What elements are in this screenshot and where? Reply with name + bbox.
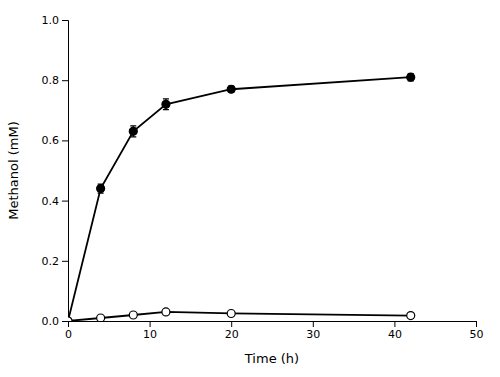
x-tick-mark xyxy=(313,321,314,327)
marker xyxy=(129,311,137,319)
error-bar xyxy=(408,74,414,81)
marker xyxy=(407,73,415,81)
chart: 0 10 20 30 40 50 0.0 0.2 0.4 0.6 0.8 1.0 Time (h) Met… xyxy=(0,0,500,377)
x-tick-label: 20 xyxy=(225,328,239,341)
x-tick: 50 xyxy=(470,321,484,341)
x-axis: 0 10 20 30 40 50 xyxy=(65,321,484,341)
y-tick-mark xyxy=(62,261,68,262)
series xyxy=(68,73,415,321)
x-tick-mark xyxy=(394,321,395,327)
error-bar xyxy=(163,99,169,110)
y-tick: 0.8 xyxy=(42,74,69,87)
x-tick-mark xyxy=(476,321,477,327)
line xyxy=(68,77,411,321)
marker xyxy=(227,309,235,317)
y-tick: 0.4 xyxy=(42,195,69,208)
x-tick: 30 xyxy=(306,321,320,341)
y-axis: 0.0 0.2 0.4 0.6 0.8 1.0 xyxy=(42,14,69,328)
marker xyxy=(227,85,235,93)
x-tick-label: 40 xyxy=(388,328,402,341)
data-marks xyxy=(68,73,415,321)
marker xyxy=(129,127,137,135)
x-tick-label: 0 xyxy=(65,328,72,341)
x-tick-mark xyxy=(231,321,232,327)
y-tick-label: 0.2 xyxy=(42,255,60,268)
marker xyxy=(68,317,72,321)
x-tick-label: 30 xyxy=(306,328,320,341)
series xyxy=(68,308,415,321)
marker xyxy=(97,185,105,193)
y-tick: 0.2 xyxy=(42,255,69,268)
y-tick-mark xyxy=(62,321,68,322)
x-tick: 20 xyxy=(225,321,239,341)
line xyxy=(68,312,411,321)
y-axis-line xyxy=(62,21,69,322)
y-tick: 1.0 xyxy=(42,14,69,27)
plot: 0 10 20 30 40 50 0.0 0.2 0.4 0.6 0.8 1.0 xyxy=(42,14,484,341)
marker xyxy=(407,312,415,320)
error-bar xyxy=(98,184,104,193)
error-bar xyxy=(130,126,136,137)
x-tick: 10 xyxy=(143,321,157,341)
y-tick: 0.6 xyxy=(42,134,69,147)
marker xyxy=(162,308,170,316)
y-axis-title: Methanol (mM) xyxy=(6,121,21,219)
y-tick-label: 0.4 xyxy=(42,195,60,208)
error-bar xyxy=(228,86,234,92)
x-tick-label: 10 xyxy=(143,328,157,341)
x-tick: 40 xyxy=(388,321,402,341)
x-axis-line xyxy=(69,322,477,328)
y-tick-mark xyxy=(62,20,68,21)
marker xyxy=(162,100,170,108)
x-tick-mark xyxy=(150,321,151,327)
marker xyxy=(97,314,105,321)
y-tick-label: 0.6 xyxy=(42,134,60,147)
y-tick-label: 1.0 xyxy=(42,14,60,27)
y-tick-mark xyxy=(62,80,68,81)
y-tick-label: 0.0 xyxy=(42,315,60,328)
y-tick-mark xyxy=(62,140,68,141)
y-tick: 0.0 xyxy=(42,315,69,328)
x-tick: 0 xyxy=(65,321,72,341)
marker xyxy=(68,317,72,321)
y-tick-label: 0.8 xyxy=(42,74,60,87)
x-axis-title: Time (h) xyxy=(244,351,299,366)
y-tick-mark xyxy=(62,201,68,202)
x-tick-label: 50 xyxy=(470,328,484,341)
